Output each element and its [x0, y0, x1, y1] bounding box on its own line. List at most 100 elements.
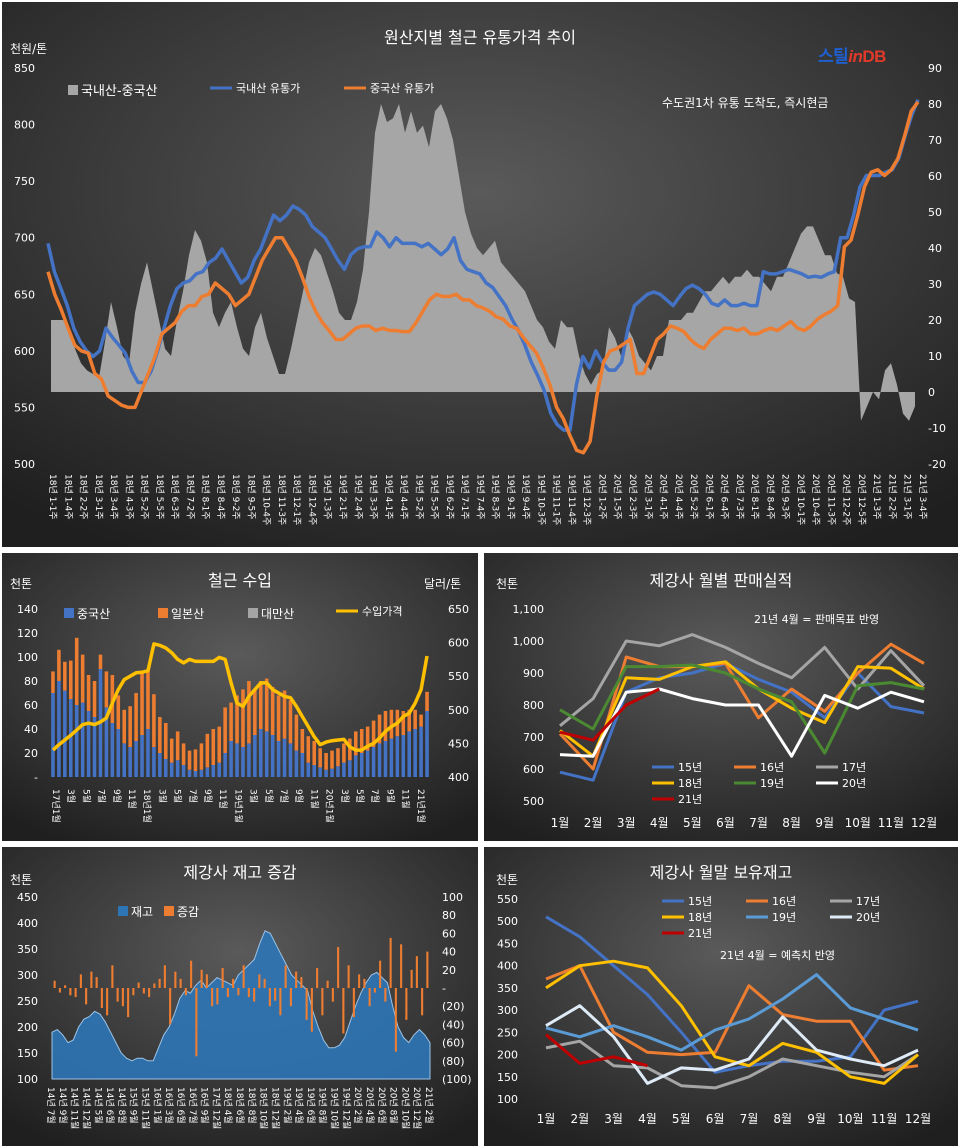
x-tick-label: 5월: [80, 789, 92, 803]
bar-japan: [98, 654, 103, 669]
bar-japan: [211, 729, 216, 765]
y-tick-label: 800: [14, 119, 35, 132]
y-tick-label: 550: [14, 401, 35, 414]
bar-china: [348, 760, 352, 777]
x-tick-label: 4월: [638, 1112, 657, 1126]
bar-china: [270, 735, 275, 777]
series-line-18년: [559, 660, 925, 758]
x-tick-label: 19년 5-2주: [413, 474, 424, 520]
x-tick-label: 18년 3-1주: [93, 474, 104, 520]
y2-tick-label: (80): [442, 1055, 465, 1068]
x-tick-label: 18년 2-2주: [78, 474, 89, 520]
y-tick-label: 250: [17, 995, 38, 1008]
x-tick-label: 9월: [384, 789, 396, 803]
series-line-20년: [559, 687, 925, 758]
bar-japan: [51, 671, 55, 693]
x-tick-label: 20년 6-1주: [703, 474, 714, 520]
x-tick-label: 18년1월: [141, 789, 153, 823]
legend-swatch: [64, 608, 74, 618]
y2-tick-label: (60): [442, 1037, 465, 1050]
bar-change: [64, 985, 67, 988]
x-tick-label: 14년 5월: [92, 1087, 104, 1124]
bar-china: [51, 693, 55, 777]
bar-china: [276, 741, 281, 777]
bar-china: [419, 726, 423, 777]
x-tick-label: 10월: [837, 1112, 863, 1126]
bar-japan: [217, 726, 221, 763]
bar-china: [330, 768, 334, 777]
y-tick-label: 40: [24, 723, 38, 736]
x-tick-label: 18년 7-2주: [184, 474, 195, 520]
y2-tick-label: (40): [442, 1018, 465, 1031]
x-tick-label: 20년 10월: [399, 1087, 411, 1129]
bar-china: [371, 747, 376, 777]
bar-japan: [371, 720, 376, 747]
x-tick-label: 18년 12-4주: [306, 474, 317, 525]
bar-japan: [116, 695, 121, 729]
legend-label: 중국산 유통가: [370, 82, 434, 95]
bar-china: [247, 743, 251, 777]
y-tick-label: 750: [14, 175, 35, 188]
y2-tick-label: 60: [442, 927, 456, 940]
legend-label: 21년: [678, 793, 702, 806]
x-tick-label: 6월: [716, 816, 735, 830]
y-tick-label: 500: [14, 458, 35, 471]
legend-label: 21년: [688, 927, 712, 940]
x-tick-label: 18년 6-3주: [169, 474, 180, 520]
legend-label: 국내산-중국산: [81, 84, 157, 99]
x-tick-label: 19년 8-3주: [490, 474, 501, 520]
x-tick-label: 11월: [217, 789, 229, 809]
x-tick-label: 7월: [96, 789, 108, 803]
bar-change: [148, 988, 151, 998]
y2-tick-label: 40: [442, 946, 456, 959]
bar-japan: [276, 695, 281, 741]
bar-change: [95, 977, 98, 988]
bar-japan: [253, 689, 257, 735]
x-tick-label: 20년 12-5주: [856, 474, 867, 525]
bar-china: [336, 766, 340, 777]
bar-japan: [80, 654, 85, 703]
series-area-domestic-minus-chinese: [51, 104, 915, 421]
chart-title: 제강사 재고 증감: [183, 863, 297, 882]
x-tick-label: 1월: [551, 816, 570, 830]
x-tick-label: 19년 1-3주: [322, 474, 333, 520]
bar-china: [74, 705, 79, 777]
x-tick-label: 19년 2-1주: [337, 474, 348, 520]
legend-label: 대만산: [261, 607, 294, 621]
bar-china: [324, 769, 328, 777]
bar-china: [389, 738, 394, 777]
bar-change: [305, 988, 308, 1020]
bar-japan: [158, 717, 162, 753]
y-tick-label: 140: [17, 603, 38, 616]
x-tick-label: 11월: [308, 789, 320, 809]
bar-china: [110, 723, 115, 777]
bar-china: [193, 771, 198, 777]
y2-tick-label: 450: [448, 737, 469, 750]
bar-change: [200, 969, 203, 988]
bar-japan: [259, 681, 263, 729]
y-tick-label: 100: [17, 651, 38, 664]
x-tick-label: 4월: [650, 816, 669, 830]
bar-japan: [318, 748, 322, 768]
x-tick-label: 19년 12월: [340, 1087, 352, 1129]
bar-china: [306, 762, 311, 777]
bar-china: [241, 747, 245, 777]
bar-change: [69, 988, 72, 996]
x-tick-label: 19년 9-1주: [505, 474, 516, 520]
legend-label: 15년: [678, 761, 702, 774]
bar-change: [179, 978, 182, 988]
bar-change: [368, 988, 371, 1007]
x-tick-label: 18년 12월: [269, 1087, 281, 1129]
y-tick-label: 300: [497, 1004, 518, 1017]
bar-change: [74, 988, 77, 998]
bar-china: [122, 743, 126, 777]
bar-china: [116, 729, 121, 777]
bar-china: [235, 743, 239, 777]
inventory-change-panel: 100 150 200 250 300 350 400 450 (100) (80) (60) (40…: [2, 847, 478, 1146]
y-tick-label: 450: [497, 937, 518, 950]
bar-japan: [229, 702, 233, 741]
bar-china: [359, 753, 364, 777]
x-tick-label: 20년1월: [324, 789, 336, 823]
bar-change: [384, 988, 387, 1002]
bar-japan: [336, 748, 340, 767]
